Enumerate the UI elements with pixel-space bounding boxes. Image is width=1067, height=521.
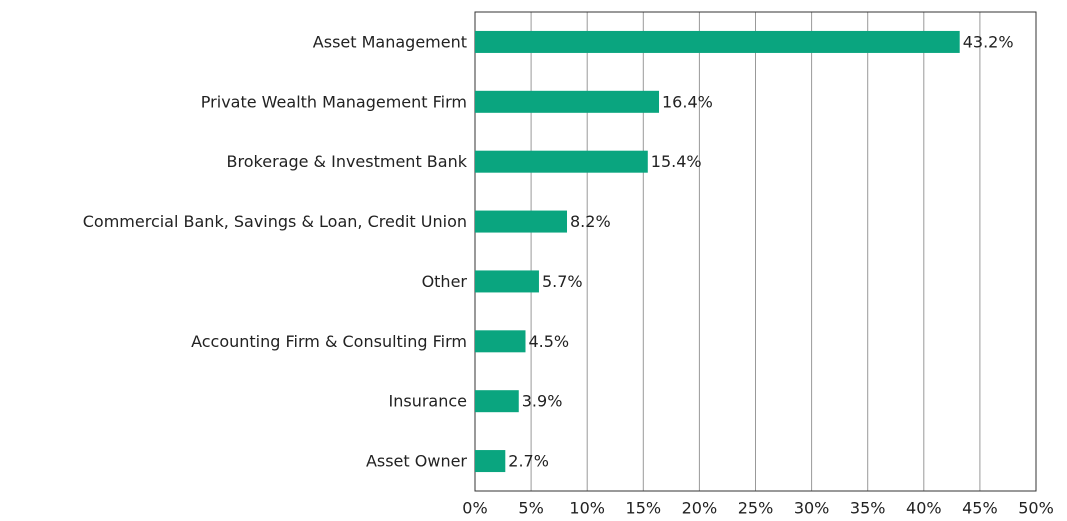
bar [475, 150, 648, 173]
y-tick-label: Other [422, 272, 468, 291]
x-tick-label: 0% [462, 499, 487, 518]
y-tick-label: Private Wealth Management Firm [201, 92, 467, 111]
x-tick-label: 10% [569, 499, 605, 518]
x-tick-label: 45% [962, 499, 998, 518]
x-tick-label: 50% [1018, 499, 1054, 518]
bar [475, 450, 506, 473]
y-tick-label: Insurance [389, 392, 468, 411]
x-tick-label: 5% [518, 499, 543, 518]
bar [475, 390, 519, 413]
plot-border [474, 11, 1037, 492]
y-tick-label: Asset Management [313, 32, 467, 51]
x-tick-label: 15% [626, 499, 662, 518]
x-tick-label: 35% [850, 499, 886, 518]
bar [475, 270, 539, 293]
bar [475, 330, 526, 353]
bar [475, 90, 660, 113]
data-label: 4.5% [528, 332, 569, 351]
data-label: 5.7% [542, 272, 583, 291]
bar [475, 210, 568, 233]
y-tick-label: Asset Owner [366, 452, 467, 471]
y-tick-label: Accounting Firm & Consulting Firm [191, 332, 467, 351]
data-label: 3.9% [522, 392, 563, 411]
data-label: 16.4% [662, 92, 713, 111]
x-tick-label: 20% [682, 499, 718, 518]
data-label: 15.4% [651, 152, 702, 171]
data-label: 2.7% [508, 452, 549, 471]
x-tick-label: 25% [738, 499, 774, 518]
x-tick-label: 30% [794, 499, 830, 518]
y-tick-label: Brokerage & Investment Bank [227, 152, 468, 171]
data-label: 8.2% [570, 212, 611, 231]
data-label: 43.2% [963, 32, 1014, 51]
y-tick-label: Commercial Bank, Savings & Loan, Credit … [83, 212, 467, 231]
bar [475, 30, 960, 53]
x-tick-label: 40% [906, 499, 942, 518]
